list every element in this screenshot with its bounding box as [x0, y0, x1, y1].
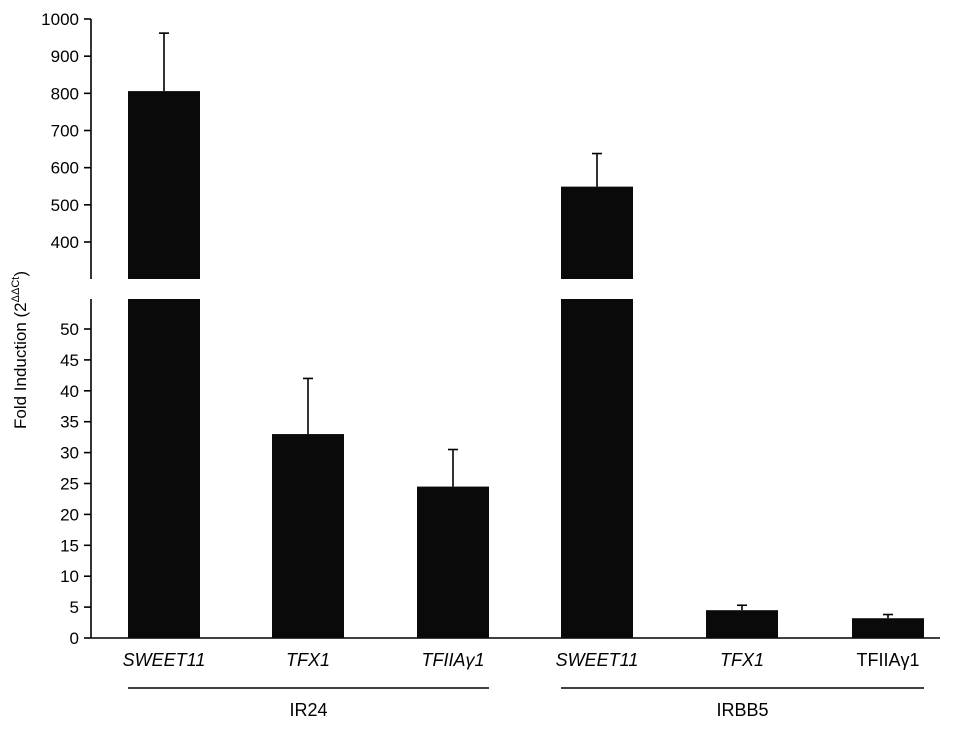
y-axis-label-superscript: ΔΔCt	[10, 277, 22, 303]
category-label: SWEET11	[123, 650, 206, 670]
y-tick-label: 25	[60, 475, 79, 494]
y-tick-label: 35	[60, 413, 79, 432]
y-tick-label: 800	[51, 84, 79, 103]
category-label: TFIIAγ1	[421, 650, 484, 670]
y-axis-label-main: Fold Induction (2	[11, 302, 30, 429]
bar-upper	[128, 91, 200, 279]
bar	[852, 618, 924, 638]
category-label: TFIIAγ1	[856, 650, 919, 670]
group-label: IRBB5	[716, 700, 768, 720]
y-tick-label: 50	[60, 320, 79, 339]
y-tick-label: 900	[51, 47, 79, 66]
y-tick-label: 600	[51, 159, 79, 178]
category-labels: SWEET11 TFX1 TFIIAγ1 SWEET11 TFX1 TFIIAγ1	[123, 650, 920, 670]
bar	[417, 486, 489, 638]
y-tick-label: 1000	[41, 10, 79, 29]
y-tick-label: 5	[70, 598, 79, 617]
y-axis: 400 500 600 700 800 900 1000 0 5 10 15 20 25 30 35 40 45…	[41, 10, 940, 648]
bar-lower	[128, 299, 200, 638]
y-tick-label: 45	[60, 351, 79, 370]
y-tick-label: 0	[70, 629, 79, 648]
group-label: IR24	[289, 700, 327, 720]
bar-upper	[561, 186, 633, 279]
y-tick-label: 400	[51, 233, 79, 252]
y-tick-label: 30	[60, 444, 79, 463]
y-tick-label: 40	[60, 382, 79, 401]
y-tick-label: 700	[51, 122, 79, 141]
group-labels: IR24 IRBB5	[128, 687, 924, 720]
y-tick-label: 20	[60, 505, 79, 524]
y-tick-label: 15	[60, 536, 79, 555]
y-tick-label: 10	[60, 567, 79, 586]
category-label: TFX1	[720, 650, 764, 670]
y-axis-label: Fold Induction (2ΔΔCt)	[10, 271, 30, 429]
y-tick-label: 500	[51, 196, 79, 215]
bar-lower	[561, 299, 633, 638]
bar	[706, 610, 778, 638]
category-label: SWEET11	[556, 650, 639, 670]
bars	[128, 32, 924, 638]
bar	[272, 434, 344, 638]
category-label: TFX1	[286, 650, 330, 670]
y-axis-label-close: )	[11, 271, 30, 277]
